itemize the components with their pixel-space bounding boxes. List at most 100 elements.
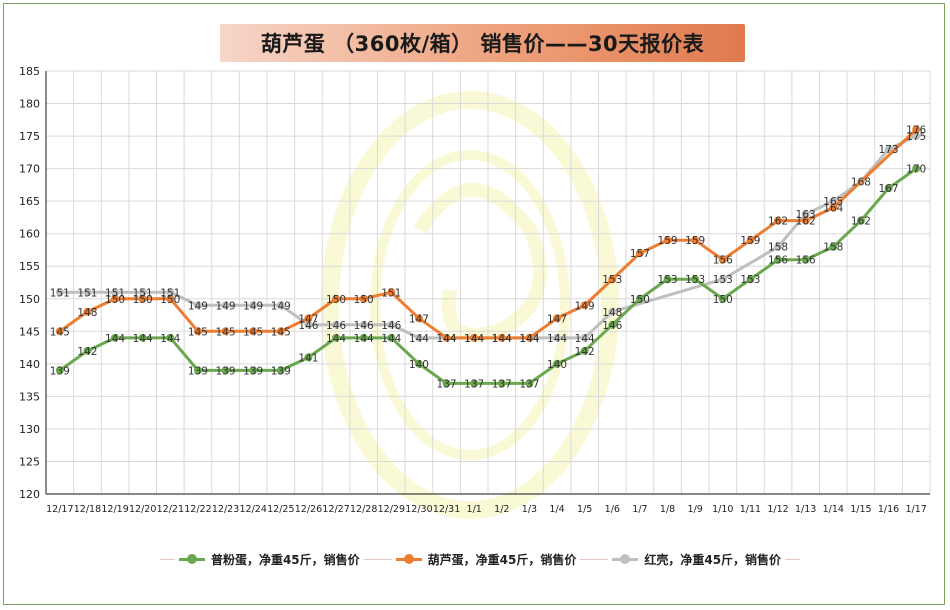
x-tick-label: 12/31 xyxy=(433,504,460,515)
data-point xyxy=(414,359,423,368)
data-label: 153 xyxy=(658,274,678,286)
data-point xyxy=(497,333,506,342)
data-point xyxy=(829,203,838,212)
x-tick-label: 12/23 xyxy=(212,504,239,515)
data-point xyxy=(718,294,727,303)
y-tick-label: 165 xyxy=(19,195,40,208)
data-point xyxy=(221,301,230,310)
data-label: 149 xyxy=(216,300,236,312)
data-label: 145 xyxy=(216,326,236,338)
data-label: 150 xyxy=(354,294,374,306)
data-label: 175 xyxy=(906,131,926,143)
x-tick-label: 1/12 xyxy=(767,504,788,515)
data-point xyxy=(414,314,423,323)
y-tick-label: 185 xyxy=(19,65,40,78)
data-label: 162 xyxy=(796,216,816,228)
data-label: 145 xyxy=(188,326,208,338)
y-tick-label: 155 xyxy=(19,260,40,273)
data-label: 144 xyxy=(160,333,180,345)
data-point xyxy=(801,255,810,264)
data-point xyxy=(663,236,672,245)
y-tick-label: 120 xyxy=(19,488,40,501)
legend-item-series-2: 葫芦蛋，净重45斤，销售价 xyxy=(391,550,581,568)
data-point xyxy=(359,333,368,342)
data-label: 149 xyxy=(271,300,291,312)
data-label: 151 xyxy=(381,287,401,299)
data-label: 145 xyxy=(243,326,263,338)
data-point xyxy=(829,242,838,251)
data-point xyxy=(470,333,479,342)
data-point xyxy=(193,301,202,310)
data-point xyxy=(332,320,341,329)
data-label: 158 xyxy=(823,242,843,254)
series-2 xyxy=(55,125,921,342)
x-tick-label: 12/18 xyxy=(74,504,101,515)
data-label: 165 xyxy=(823,196,843,208)
series-1 xyxy=(55,164,921,388)
y-tick-label: 180 xyxy=(19,98,40,111)
series-line xyxy=(58,128,918,340)
x-tick-label: 12/20 xyxy=(129,504,156,515)
data-point xyxy=(912,132,921,141)
data-label: 146 xyxy=(354,320,374,332)
data-label: 162 xyxy=(851,216,871,228)
data-point xyxy=(746,236,755,245)
x-tick-label: 1/3 xyxy=(522,504,537,515)
chart-title-box: 葫芦蛋 （360枚/箱） 销售价——30天报价表 xyxy=(220,24,745,62)
data-label: 144 xyxy=(133,333,153,345)
data-label: 149 xyxy=(188,300,208,312)
data-label: 151 xyxy=(105,287,125,299)
data-point xyxy=(608,307,617,316)
data-label: 137 xyxy=(492,378,512,390)
x-tick-label: 1/15 xyxy=(850,504,871,515)
data-point xyxy=(774,216,783,225)
y-tick-label: 130 xyxy=(19,423,40,436)
data-label: 146 xyxy=(602,320,622,332)
data-label: 144 xyxy=(547,333,567,345)
data-point xyxy=(276,301,285,310)
data-label: 139 xyxy=(50,365,70,377)
series-line xyxy=(59,134,917,340)
data-label: 151 xyxy=(77,287,97,299)
legend-item-series-1: 普粉蛋，净重45斤，销售价 xyxy=(174,550,364,568)
y-tick-label: 170 xyxy=(19,163,40,176)
x-tick-label: 1/1 xyxy=(467,504,482,515)
data-label: 144 xyxy=(354,333,374,345)
x-tick-label: 1/2 xyxy=(494,504,509,515)
data-label: 156 xyxy=(768,255,788,267)
data-point xyxy=(912,164,921,173)
data-point xyxy=(83,346,92,355)
legend-swatch-series-2 xyxy=(395,553,422,565)
x-tick-label: 1/13 xyxy=(795,504,816,515)
data-label: 144 xyxy=(464,333,484,345)
x-tick-label: 12/25 xyxy=(267,504,294,515)
data-point xyxy=(138,288,147,297)
data-point xyxy=(718,275,727,284)
data-point xyxy=(304,314,313,323)
x-tick-label: 1/9 xyxy=(688,504,703,515)
data-label: 139 xyxy=(271,365,291,377)
data-point xyxy=(912,125,921,134)
y-tick-label: 175 xyxy=(19,130,40,143)
data-label: 163 xyxy=(796,209,816,221)
data-point xyxy=(221,366,230,375)
data-label: 137 xyxy=(464,378,484,390)
data-label: 150 xyxy=(160,294,180,306)
data-label: 164 xyxy=(823,203,843,215)
data-label: 146 xyxy=(298,320,318,332)
data-label: 144 xyxy=(105,333,125,345)
data-point xyxy=(774,255,783,264)
data-label: 148 xyxy=(602,307,622,319)
data-point xyxy=(111,294,120,303)
data-label: 145 xyxy=(271,326,291,338)
data-label: 144 xyxy=(464,333,484,345)
data-label: 158 xyxy=(768,242,788,254)
data-point xyxy=(332,294,341,303)
data-point xyxy=(525,333,534,342)
data-label: 144 xyxy=(575,333,595,345)
data-point xyxy=(166,288,175,297)
data-point xyxy=(221,327,230,336)
data-point xyxy=(166,333,175,342)
